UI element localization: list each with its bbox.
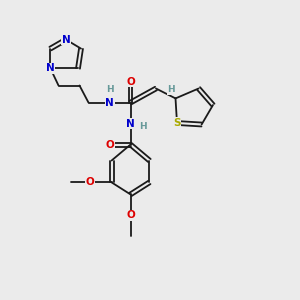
Text: N: N <box>126 118 135 129</box>
Text: N: N <box>105 98 114 108</box>
Text: O: O <box>126 210 135 220</box>
Text: S: S <box>173 118 181 128</box>
Text: H: H <box>106 85 113 94</box>
Text: H: H <box>139 122 147 131</box>
Text: O: O <box>105 140 114 150</box>
Text: N: N <box>61 34 70 45</box>
Text: H: H <box>167 85 175 94</box>
Text: N: N <box>46 63 55 74</box>
Text: O: O <box>126 76 135 87</box>
Text: O: O <box>85 177 94 188</box>
